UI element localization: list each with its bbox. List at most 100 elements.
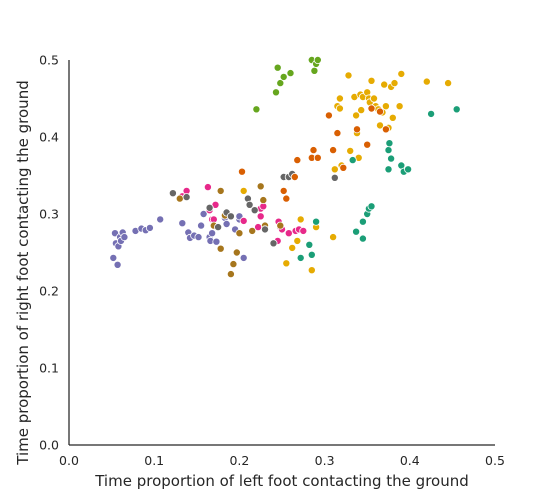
- data-point: [214, 223, 223, 232]
- data-point: [329, 233, 338, 242]
- y-tick-label: 0.4: [39, 130, 59, 145]
- data-point: [352, 125, 361, 134]
- x-axis-title: Time proportion of left foot contacting …: [94, 472, 469, 490]
- data-point: [279, 186, 288, 195]
- data-point: [273, 63, 282, 72]
- data-point: [397, 69, 406, 78]
- data-point: [178, 219, 187, 228]
- data-point: [390, 79, 399, 88]
- data-point: [384, 146, 393, 155]
- data-point: [205, 203, 214, 212]
- data-point: [271, 88, 280, 97]
- y-tick-label: 0.0: [39, 438, 59, 453]
- data-point: [269, 239, 278, 248]
- data-point: [199, 209, 208, 218]
- data-point: [113, 260, 122, 269]
- data-point: [235, 229, 244, 238]
- data-point: [109, 253, 118, 262]
- data-point: [381, 102, 390, 111]
- data-point: [232, 248, 241, 257]
- data-point: [452, 105, 461, 114]
- data-point: [307, 266, 316, 275]
- data-point: [367, 76, 376, 85]
- data-point: [259, 196, 268, 205]
- x-tick-label: 0.5: [485, 453, 505, 468]
- data-point: [239, 186, 248, 195]
- data-point: [367, 104, 376, 113]
- data-point: [367, 202, 376, 211]
- data-point: [388, 113, 397, 122]
- data-point: [296, 215, 305, 224]
- data-point: [282, 194, 291, 203]
- data-point: [444, 79, 453, 88]
- data-point: [290, 172, 299, 181]
- data-point: [256, 182, 265, 191]
- data-point: [229, 260, 238, 269]
- data-point: [239, 216, 248, 225]
- ticks-group: 0.0 0.1 0.2 0.3 0.4 0.5 0.0 0.1 0.2 0.3 0.4 0.5: [39, 53, 505, 469]
- data-point: [333, 129, 342, 138]
- data-point: [352, 111, 361, 120]
- data-point: [307, 250, 316, 259]
- x-tick-label: 0.1: [144, 453, 164, 468]
- data-point: [330, 165, 339, 174]
- data-point: [422, 77, 431, 86]
- data-point: [296, 253, 305, 262]
- data-point: [363, 140, 372, 149]
- y-tick-label: 0.3: [39, 207, 59, 222]
- data-point: [182, 193, 191, 202]
- y-tick-label: 0.2: [39, 284, 59, 299]
- data-point: [260, 225, 269, 234]
- data-point: [369, 94, 378, 103]
- data-point: [357, 106, 366, 115]
- data-point: [344, 71, 353, 80]
- x-tick-label: 0.4: [400, 453, 420, 468]
- data-point: [212, 237, 221, 246]
- data-point: [380, 80, 389, 89]
- data-point: [358, 217, 367, 226]
- data-point: [299, 226, 308, 235]
- x-tick-label: 0.0: [59, 453, 79, 468]
- y-tick-label: 0.5: [39, 53, 59, 68]
- data-point: [427, 109, 436, 118]
- data-point: [239, 253, 248, 262]
- data-point: [358, 234, 367, 243]
- data-point: [197, 221, 206, 230]
- data-point: [222, 219, 231, 228]
- data-point: [237, 167, 246, 176]
- data-point: [203, 183, 212, 192]
- x-tick-label: 0.3: [315, 453, 335, 468]
- data-point: [250, 206, 259, 215]
- data-point: [313, 153, 322, 162]
- data-point: [375, 121, 384, 130]
- data-point: [375, 107, 384, 116]
- data-point: [339, 163, 348, 172]
- data-point: [156, 215, 165, 224]
- data-point: [248, 226, 257, 235]
- data-point: [120, 233, 129, 242]
- y-axis-title: Time proportion of right foot contacting…: [14, 80, 32, 465]
- data-point: [168, 189, 177, 198]
- data-point: [329, 146, 338, 155]
- data-point: [313, 56, 322, 65]
- data-point: [309, 146, 318, 155]
- data-point: [282, 259, 291, 268]
- y-tick-label: 0.1: [39, 361, 59, 376]
- data-point: [348, 156, 357, 165]
- data-point: [216, 244, 225, 253]
- data-point: [194, 233, 203, 242]
- data-point: [145, 223, 154, 232]
- data-point: [175, 194, 184, 203]
- data-point: [335, 104, 344, 113]
- data-point: [387, 154, 396, 163]
- data-point: [208, 229, 217, 238]
- data-point: [288, 243, 297, 252]
- data-point: [286, 69, 295, 78]
- data-point: [226, 212, 235, 221]
- data-point: [404, 165, 413, 174]
- data-point: [276, 79, 285, 88]
- data-point: [256, 212, 265, 221]
- data-point: [305, 240, 314, 249]
